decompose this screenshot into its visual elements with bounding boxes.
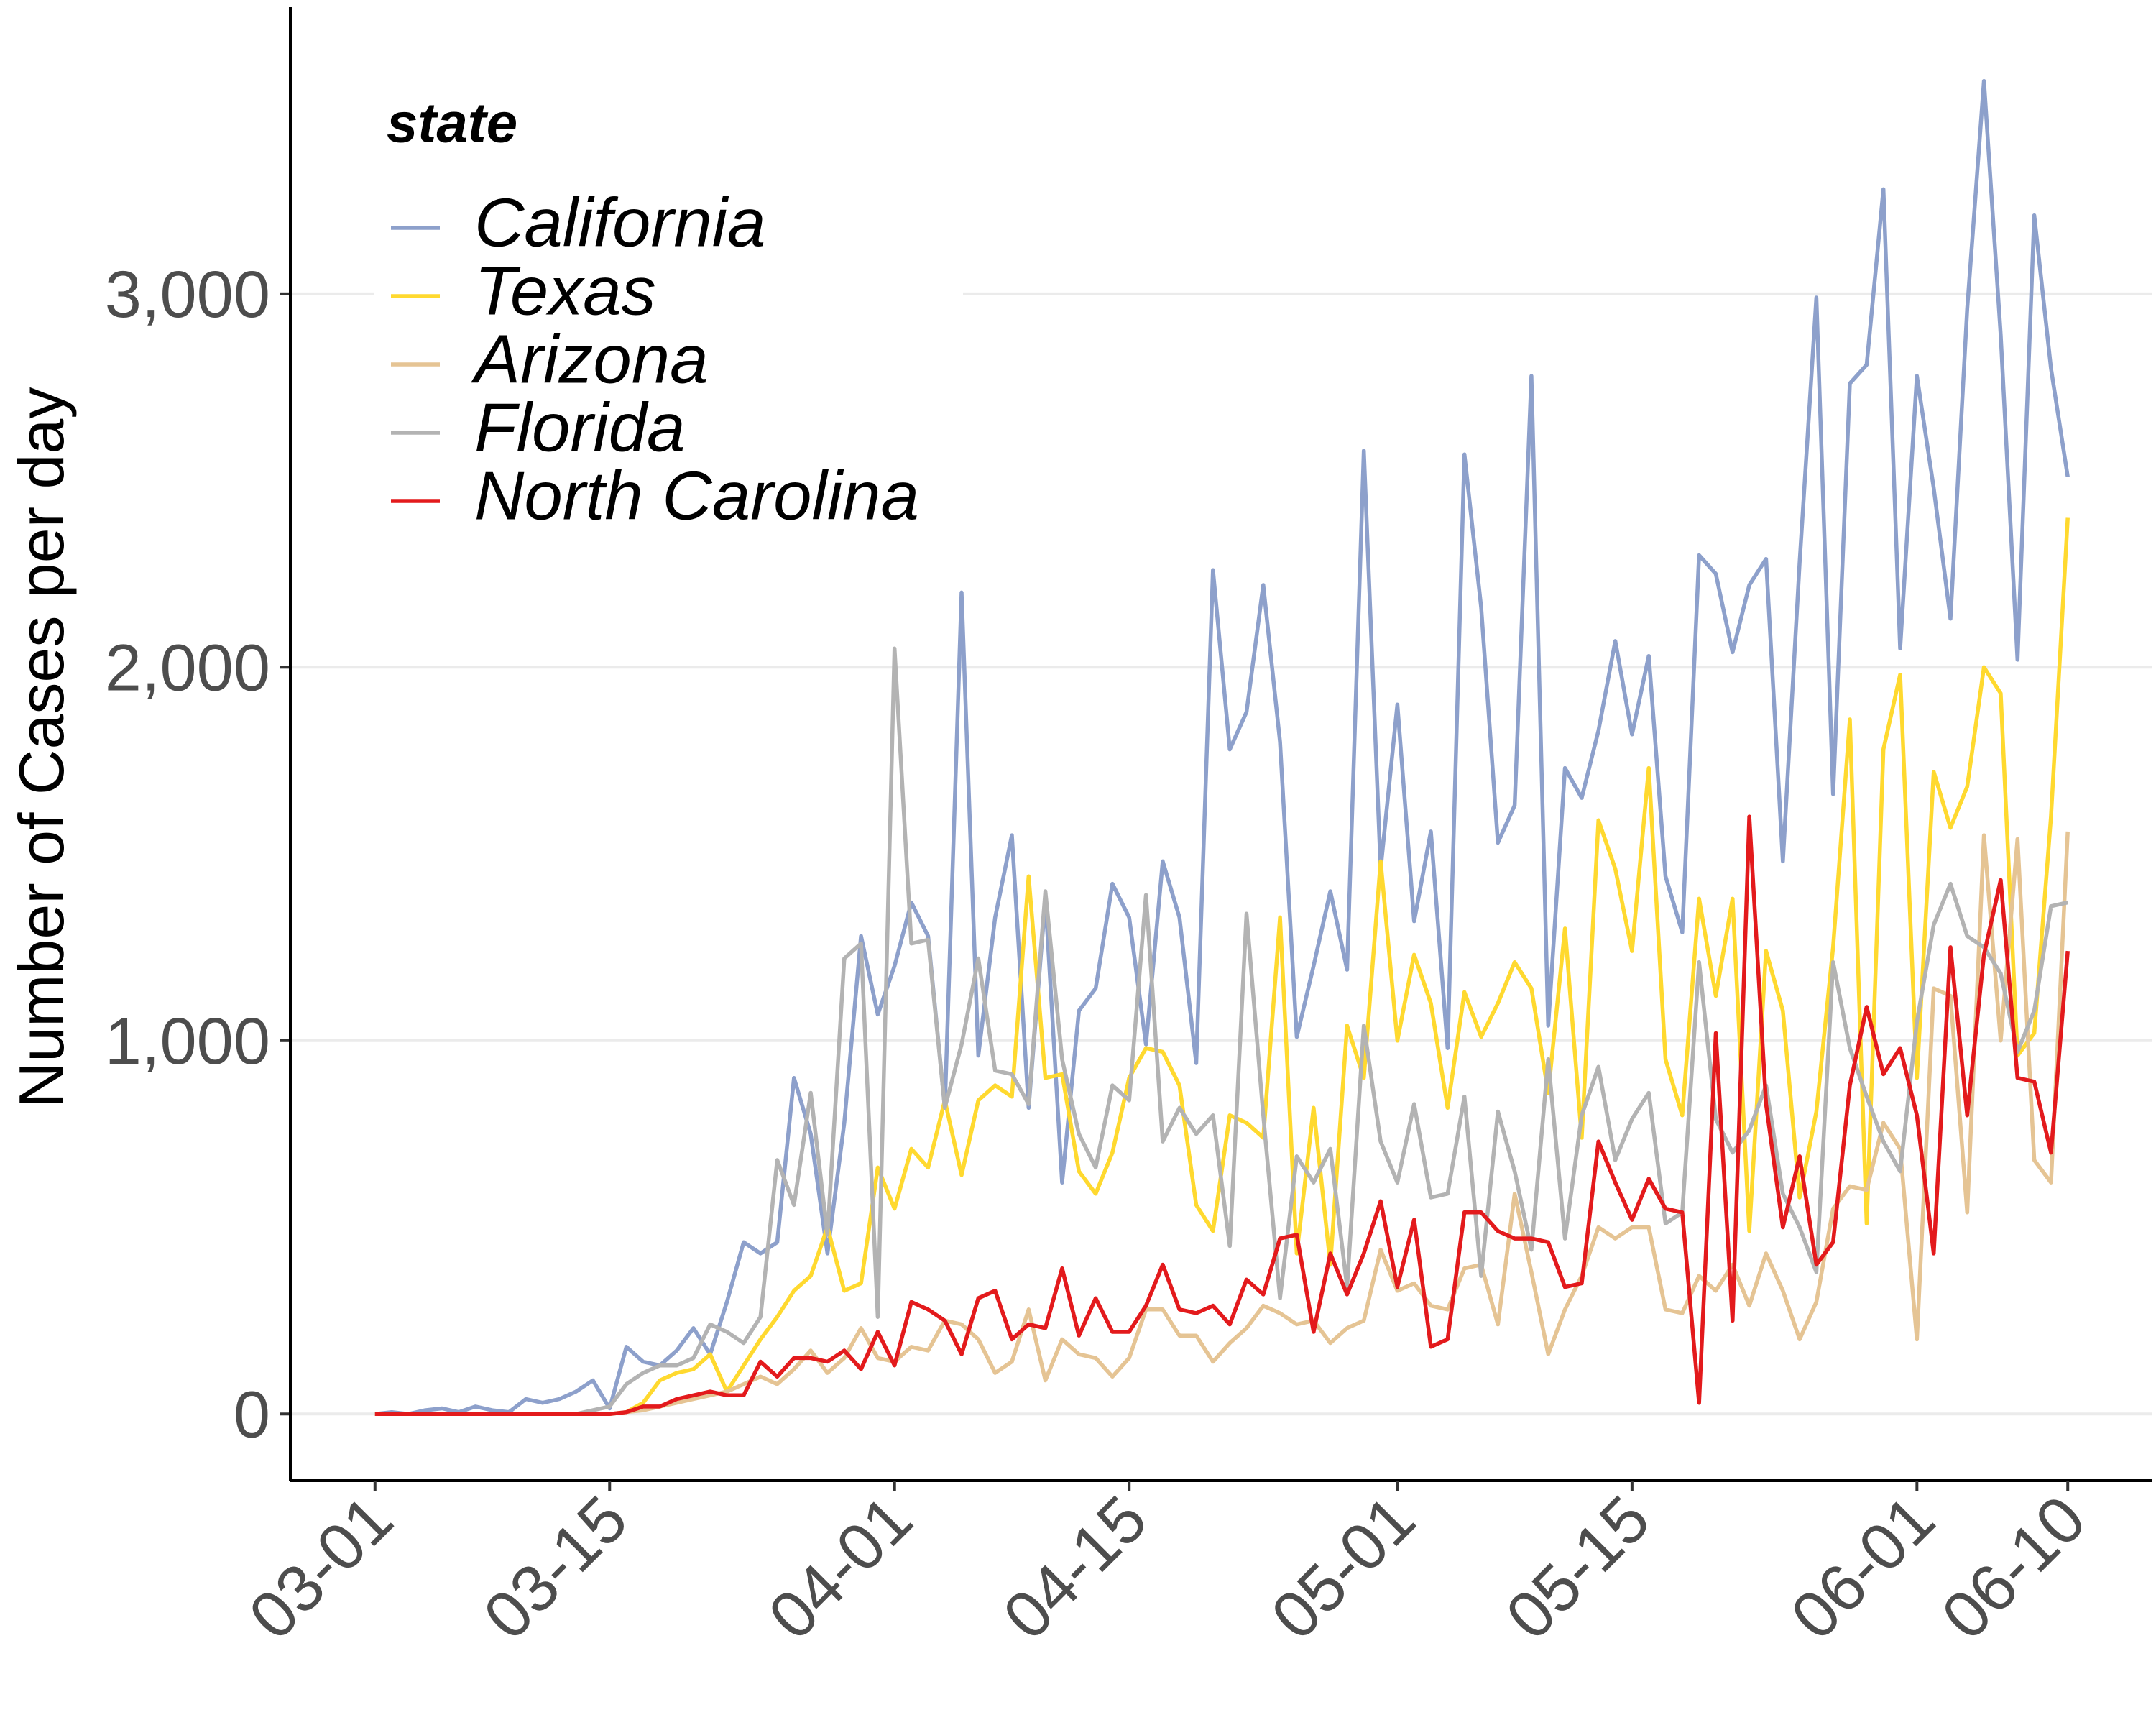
y-tick-label: 0 [234,1378,270,1451]
x-tick-label: 05-15 [1492,1482,1664,1654]
x-tick-label: 04-01 [755,1482,926,1654]
legend-label: California [474,184,766,261]
x-tick-label: 06-10 [1928,1482,2100,1654]
y-tick-label: 2,000 [105,631,270,704]
x-tick-label: 06-01 [1777,1482,1949,1654]
legend-label: North Carolina [474,457,919,534]
x-tick-label: 05-01 [1258,1482,1429,1654]
x-tick-label: 03-15 [470,1482,642,1654]
y-axis-title: Number of Cases per day [6,387,77,1108]
x-tick-label: 04-15 [990,1482,1161,1654]
legend: state CaliforniaTexasArizonaFloridaNorth … [374,86,963,546]
y-tick-label: 1,000 [105,1005,270,1078]
x-tick-label: 03-01 [235,1482,407,1654]
legend-label: Texas [474,252,656,329]
series-line [374,814,2070,1417]
legend-title: state [387,91,517,155]
legend-label: Florida [474,389,685,466]
series-line [374,646,2068,1417]
y-tick-label: 3,000 [105,258,270,331]
legend-label: Arizona [471,321,709,397]
legend-background [374,86,963,546]
